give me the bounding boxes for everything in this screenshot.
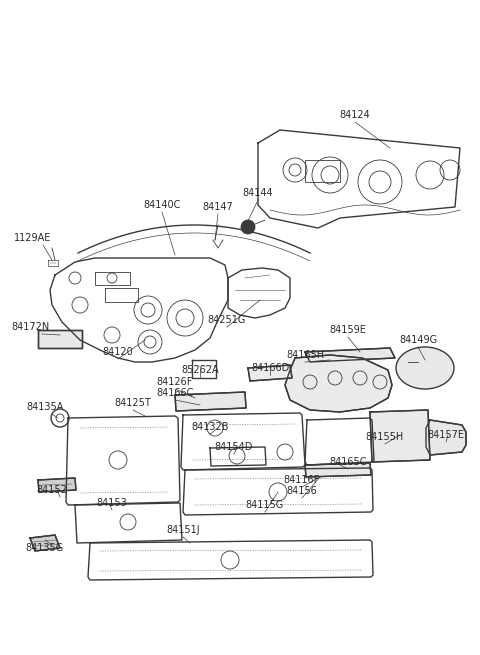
Text: 84157E: 84157E (428, 430, 465, 440)
Polygon shape (370, 410, 430, 462)
Text: 84124: 84124 (340, 110, 371, 120)
Ellipse shape (396, 347, 454, 389)
Text: 84165C: 84165C (329, 457, 367, 467)
Polygon shape (38, 330, 82, 348)
Text: 84140C: 84140C (144, 200, 180, 210)
Text: 84147: 84147 (203, 202, 233, 212)
Text: 84152: 84152 (36, 485, 67, 495)
Text: 84125T: 84125T (115, 398, 151, 408)
Text: 84165H: 84165H (286, 350, 324, 360)
Text: 84251G: 84251G (208, 315, 246, 325)
Text: 84135G: 84135G (26, 543, 64, 553)
Text: 85262A: 85262A (181, 365, 219, 375)
Text: 84151J: 84151J (166, 525, 200, 535)
Text: 84159E: 84159E (330, 325, 366, 335)
Polygon shape (30, 535, 60, 551)
Circle shape (241, 220, 255, 234)
Polygon shape (175, 392, 246, 411)
Text: 84116F: 84116F (284, 475, 320, 485)
Text: 84135A: 84135A (26, 402, 64, 412)
Text: 84153: 84153 (96, 498, 127, 508)
Text: 84132B: 84132B (191, 422, 229, 432)
Polygon shape (285, 355, 392, 412)
Text: 84155H: 84155H (366, 432, 404, 442)
Text: 84172N: 84172N (11, 322, 49, 332)
Text: 84115G: 84115G (246, 500, 284, 510)
Polygon shape (305, 463, 371, 477)
Text: 84166D: 84166D (251, 363, 289, 373)
Text: 84144: 84144 (243, 188, 273, 198)
Polygon shape (38, 478, 76, 492)
Polygon shape (426, 420, 466, 455)
Text: 84120: 84120 (103, 347, 133, 357)
Text: 84154D: 84154D (215, 442, 253, 452)
Text: 1129AE: 1129AE (14, 233, 52, 243)
Polygon shape (248, 365, 292, 381)
Text: 84149G: 84149G (399, 335, 437, 345)
Text: 84166C: 84166C (156, 388, 194, 398)
Text: 84156: 84156 (287, 486, 317, 496)
Polygon shape (305, 348, 395, 362)
Text: 84126F: 84126F (157, 377, 193, 387)
